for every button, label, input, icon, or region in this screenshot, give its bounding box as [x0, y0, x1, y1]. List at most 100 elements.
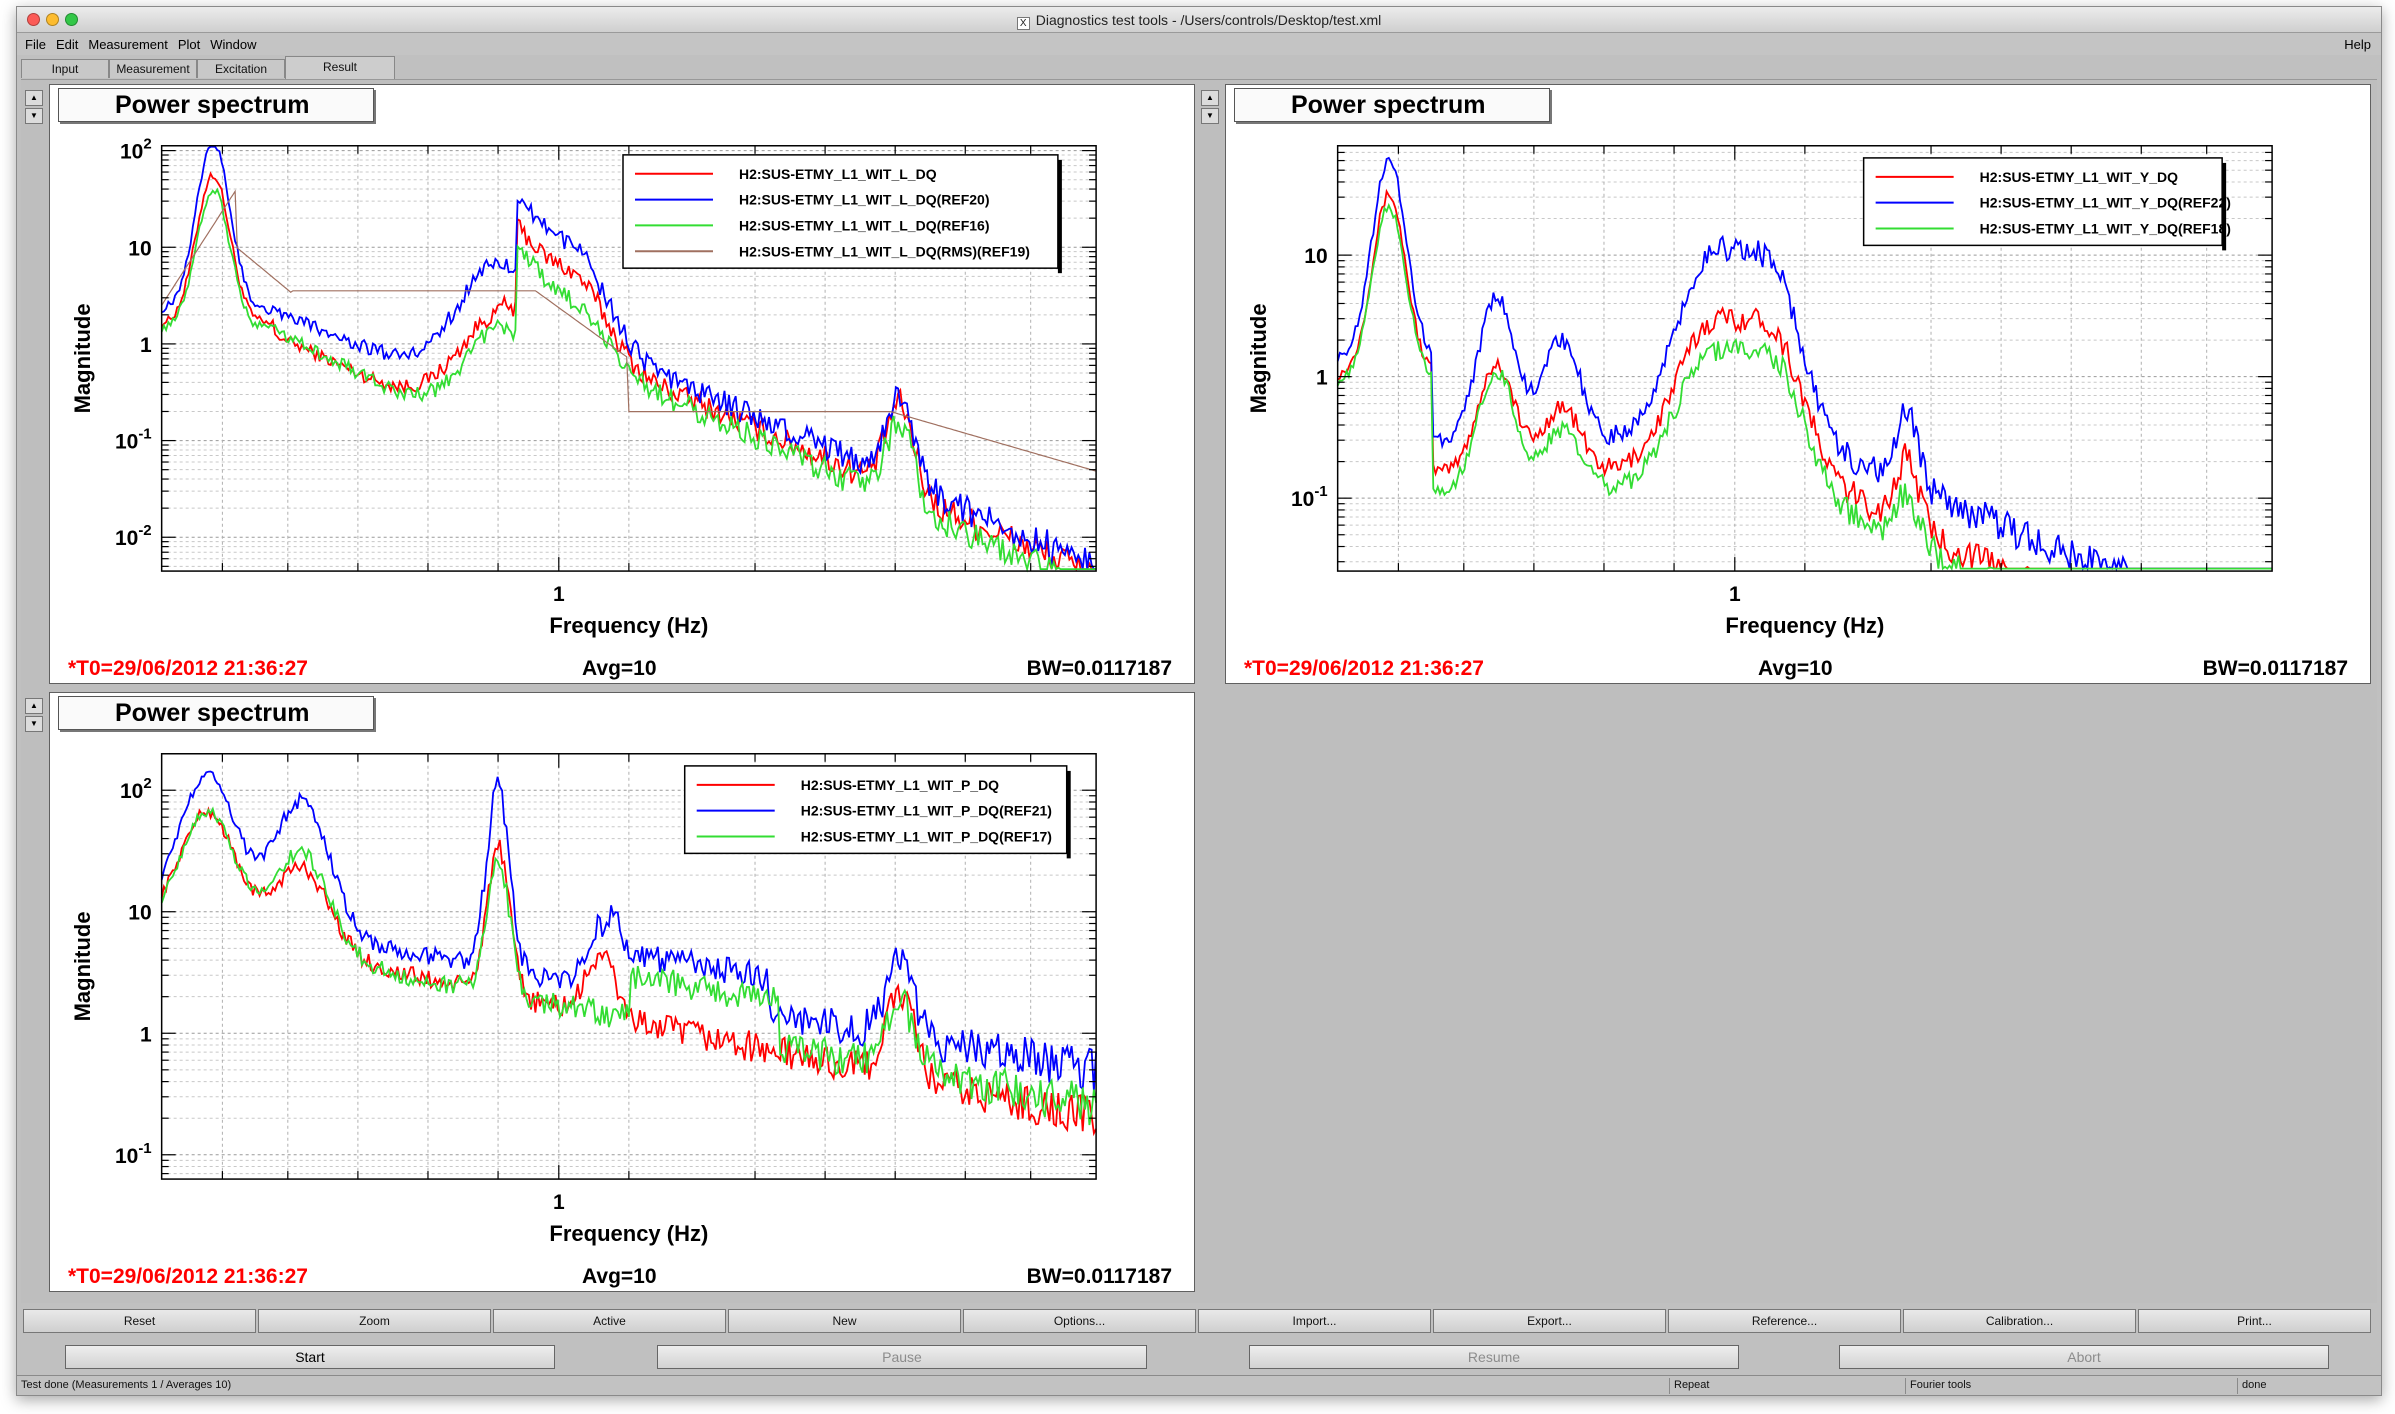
x-axis-label: Frequency (Hz) — [549, 613, 708, 638]
pad-up-arrow-icon[interactable]: ▲ — [25, 698, 43, 714]
window-title: Diagnostics test tools - /Users/controls… — [1035, 12, 1382, 28]
status-fourier: Fourier tools — [1905, 1378, 2235, 1394]
avg-label: Avg=10 — [582, 1265, 657, 1288]
close-window-button[interactable] — [27, 13, 40, 26]
x-tick-label: 1 — [553, 583, 565, 606]
tab-input[interactable]: Input — [21, 59, 109, 78]
zoom-button[interactable]: Zoom — [258, 1309, 491, 1333]
menu-file[interactable]: File — [25, 36, 46, 52]
y-tick-label: 102 — [120, 775, 152, 803]
menu-window[interactable]: Window — [210, 36, 257, 52]
bw-label: BW=0.0117187 — [1026, 1265, 1172, 1288]
t0-label: *T0=29/06/2012 21:36:27 — [1244, 657, 1484, 680]
series-line — [160, 187, 1097, 573]
x11-icon: X — [1016, 17, 1030, 30]
pad-down-arrow-icon[interactable]: ▼ — [1201, 108, 1219, 124]
menu-edit[interactable]: Edit — [55, 36, 79, 52]
y-tick-label: 10-1 — [115, 426, 152, 454]
y-tick-label: 10 — [128, 902, 151, 925]
window-title-area: X Diagnostics test tools - /Users/control… — [17, 12, 2381, 30]
pause-button[interactable]: Pause — [657, 1345, 1147, 1369]
x-tick-label: 1 — [1729, 583, 1741, 606]
print-button[interactable]: Print... — [2138, 1309, 2371, 1333]
reference-button[interactable]: Reference... — [1668, 1309, 1901, 1333]
bw-label: BW=0.0117187 — [1026, 657, 1172, 680]
t0-label: *T0=29/06/2012 21:36:27 — [68, 1265, 308, 1288]
zoom-window-button[interactable] — [65, 13, 78, 26]
y-tick-label: 10-2 — [115, 522, 152, 550]
avg-label: Avg=10 — [582, 657, 657, 680]
series-line — [160, 770, 1097, 1091]
status-bar: Test done (Measurements 1 / Averages 10)… — [17, 1375, 2381, 1395]
status-repeat: Repeat — [1669, 1378, 1903, 1394]
legend-entry: H2:SUS-ETMY_L1_WIT_L_DQ(RMS)(REF19) — [739, 243, 1030, 259]
power-spectrum-plot-y[interactable]: H2:SUS-ETMY_L1_WIT_Y_DQ H2:SUS-ETMY_L1_WI… — [1226, 85, 2372, 685]
legend-entry: H2:SUS-ETMY_L1_WIT_L_DQ(REF16) — [739, 217, 989, 233]
active-button[interactable]: Active — [493, 1309, 726, 1333]
pad-up-arrow-icon[interactable]: ▲ — [1201, 90, 1219, 106]
y-tick-label: 10 — [1304, 245, 1327, 268]
t0-label: *T0=29/06/2012 21:36:27 — [68, 657, 308, 680]
y-axis-label: Magnitude — [70, 303, 95, 413]
plot-frame — [1336, 145, 2273, 572]
legend-entry: H2:SUS-ETMY_L1_WIT_Y_DQ — [1980, 169, 2178, 185]
x-axis-label: Frequency (Hz) — [549, 1221, 708, 1246]
legend-entry: H2:SUS-ETMY_L1_WIT_Y_DQ(REF22) — [1980, 195, 2231, 211]
legend[interactable]: H2:SUS-ETMY_L1_WIT_P_DQ H2:SUS-ETMY_L1_WI… — [683, 765, 1071, 859]
legend-entry: H2:SUS-ETMY_L1_WIT_L_DQ — [739, 166, 937, 182]
y-tick-label: 102 — [120, 136, 152, 164]
run-controls: Start Pause Resume Abort — [17, 1341, 2381, 1371]
y-tick-label: 1 — [140, 334, 152, 357]
legend-entry: H2:SUS-ETMY_L1_WIT_Y_DQ(REF18) — [1980, 220, 2231, 236]
legend-entry: H2:SUS-ETMY_L1_WIT_P_DQ(REF21) — [801, 803, 1052, 819]
y-tick-label: 10 — [128, 237, 151, 260]
y-tick-label: 1 — [1316, 367, 1328, 390]
menu-measurement[interactable]: Measurement — [88, 36, 168, 52]
y-axis-label: Magnitude — [70, 911, 95, 1021]
series-line — [1336, 202, 2273, 571]
x-axis-label: Frequency (Hz) — [1725, 613, 1884, 638]
tab-excitation[interactable]: Excitation — [197, 59, 285, 78]
tab-result[interactable]: Result — [285, 56, 395, 79]
x-tick-label: 1 — [553, 1191, 565, 1214]
legend[interactable]: H2:SUS-ETMY_L1_WIT_Y_DQ H2:SUS-ETMY_L1_WI… — [1862, 157, 2231, 251]
plot-pad-p[interactable]: Power spectrum H2:SUS-ETMY_L1_WIT_P_DQ H2… — [49, 692, 1195, 1292]
tab-measurement[interactable]: Measurement — [109, 59, 197, 78]
legend[interactable]: H2:SUS-ETMY_L1_WIT_L_DQ H2:SUS-ETMY_L1_WI… — [622, 154, 1062, 274]
pad-down-arrow-icon[interactable]: ▼ — [25, 716, 43, 732]
menu-plot[interactable]: Plot — [177, 36, 201, 52]
menu-help[interactable]: Help — [2344, 36, 2371, 52]
menu-bar: File Edit Measurement Plot Window Help — [17, 33, 2381, 55]
new-button[interactable]: New — [728, 1309, 961, 1333]
power-spectrum-plot-p[interactable]: H2:SUS-ETMY_L1_WIT_P_DQ H2:SUS-ETMY_L1_WI… — [50, 693, 1196, 1293]
y-tick-label: 1 — [140, 1023, 152, 1046]
plot-pad-y[interactable]: Power spectrum H2:SUS-ETMY_L1_WIT_Y_DQ H2… — [1225, 84, 2371, 684]
reset-button[interactable]: Reset — [23, 1309, 256, 1333]
import-button[interactable]: Import... — [1198, 1309, 1431, 1333]
status-message: Test done (Measurements 1 / Averages 10) — [21, 1379, 232, 1391]
y-axis-label: Magnitude — [1246, 303, 1271, 413]
resume-button[interactable]: Resume — [1249, 1345, 1739, 1369]
command-buttons: Reset Zoom Active New Options... Import.… — [23, 1309, 2373, 1335]
tab-strip: Input Measurement Excitation Result — [17, 55, 2381, 79]
options-button[interactable]: Options... — [963, 1309, 1196, 1333]
pad-title: Power spectrum — [58, 696, 374, 730]
status-state: done — [2237, 1378, 2377, 1394]
pad-down-arrow-icon[interactable]: ▼ — [25, 108, 43, 124]
series-line — [161, 189, 1097, 472]
pad-title: Power spectrum — [58, 88, 374, 122]
minimize-window-button[interactable] — [46, 13, 59, 26]
series-line — [160, 806, 1097, 1126]
bw-label: BW=0.0117187 — [2202, 657, 2348, 680]
app-window: X Diagnostics test tools - /Users/control… — [16, 6, 2382, 1396]
plot-pad-l[interactable]: Power spectrum H2:SUS-ETMY_L1_WIT_L_DQ H2… — [49, 84, 1195, 684]
power-spectrum-plot-l[interactable]: H2:SUS-ETMY_L1_WIT_L_DQ H2:SUS-ETMY_L1_WI… — [50, 85, 1196, 685]
y-tick-label: 10-1 — [115, 1140, 152, 1168]
pad-title: Power spectrum — [1234, 88, 1550, 122]
calibration-button[interactable]: Calibration... — [1903, 1309, 2136, 1333]
pad-up-arrow-icon[interactable]: ▲ — [25, 90, 43, 106]
abort-button[interactable]: Abort — [1839, 1345, 2329, 1369]
start-button[interactable]: Start — [65, 1345, 555, 1369]
export-button[interactable]: Export... — [1433, 1309, 1666, 1333]
legend-entry: H2:SUS-ETMY_L1_WIT_L_DQ(REF20) — [739, 192, 989, 208]
